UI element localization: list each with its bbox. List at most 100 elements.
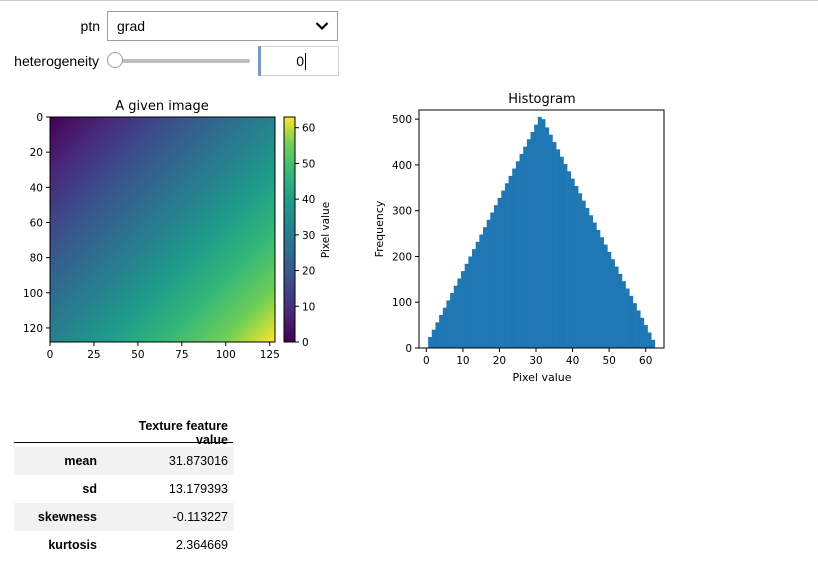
histogram-title: Histogram: [508, 92, 575, 107]
histogram-bar: [610, 259, 615, 348]
image-x-tick-label: 125: [260, 349, 280, 361]
row-name: mean: [14, 447, 107, 475]
histogram-bar: [442, 307, 447, 348]
table-header-rule: [14, 442, 233, 443]
input-focus-indicator: [258, 46, 261, 76]
histogram-bar: [607, 251, 612, 348]
histogram-bar: [567, 171, 572, 348]
histogram-bar: [519, 153, 524, 348]
histogram-y-tick-label: 100: [392, 297, 412, 309]
histogram-bar: [475, 241, 480, 348]
histogram-bar: [570, 178, 575, 348]
table-row: skewness -0.113227: [14, 503, 234, 531]
histogram-ylabel: Frequency: [373, 200, 386, 257]
histogram-bar: [541, 119, 546, 349]
table-row: mean 31.873016: [14, 447, 234, 475]
row-name: kurtosis: [48, 538, 97, 552]
histogram-x-tick-label: 20: [493, 355, 506, 367]
table-row: sd 13.179393: [14, 475, 234, 503]
histogram-bar: [515, 161, 520, 348]
image-x-tick-label: 0: [47, 349, 54, 361]
histogram-bar: [574, 185, 579, 348]
heterogeneity-input[interactable]: 0: [258, 46, 339, 76]
histogram-bar: [497, 197, 502, 348]
heterogeneity-label: heterogeneity: [14, 53, 99, 69]
texture-feature-table: Texture feature value mean 31.873016 sd …: [14, 419, 234, 559]
histogram-bar: [450, 293, 455, 348]
histogram-bar: [581, 200, 586, 348]
histogram-y-tick-label: 0: [405, 343, 412, 355]
histogram-bar: [486, 219, 491, 348]
histogram-x-tick-label: 30: [529, 355, 542, 367]
image-y-tick-label: 80: [30, 253, 43, 265]
histogram-xlabel: Pixel value: [513, 371, 572, 384]
colorbar-tick-label: 40: [302, 194, 315, 206]
histogram-bar: [435, 322, 440, 348]
histogram-x-tick-label: 50: [602, 355, 615, 367]
histogram-bar: [625, 288, 630, 348]
histogram-bar: [548, 134, 553, 348]
image-y-tick-label: 100: [23, 288, 43, 300]
row-value: 13.179393: [168, 482, 228, 496]
histogram-bar: [592, 222, 597, 348]
histogram-bar: [457, 278, 462, 348]
ptn-selected-value: grad: [117, 18, 146, 34]
heterogeneity-slider-track[interactable]: [117, 59, 250, 63]
colorbar-tick-label: 50: [302, 158, 315, 170]
histogram-bar: [647, 332, 652, 348]
histogram-bar: [523, 146, 528, 348]
colorbar-tick-label: 30: [302, 230, 315, 242]
histogram-bar: [472, 249, 476, 348]
histogram-bar: [636, 310, 641, 348]
image-x-tick-label: 75: [175, 349, 188, 361]
image-plot: A given image 0 25 50 75 100 125 0 20 40 60 80 100…: [23, 99, 332, 361]
image-y-tick-label: 20: [30, 147, 43, 159]
image-y-tick-label: 120: [23, 323, 43, 335]
image-heatmap: [50, 117, 275, 342]
heterogeneity-input-value: 0: [296, 53, 304, 69]
histogram-x-tick-label: 40: [566, 355, 579, 367]
histogram-bar: [537, 116, 542, 348]
image-x-tick-label: 25: [87, 349, 100, 361]
histogram-y-tick-label: 300: [392, 206, 412, 218]
histogram-bar: [589, 215, 593, 348]
row-value: 31.873016: [107, 447, 234, 475]
histogram-bar: [482, 227, 487, 348]
histogram-bar: [600, 237, 604, 348]
histogram-bar: [490, 212, 495, 348]
image-x-tick-label: 50: [131, 349, 144, 361]
image-y-tick-label: 60: [30, 217, 43, 229]
ptn-dropdown[interactable]: grad: [107, 11, 338, 41]
histogram-bar: [464, 263, 469, 348]
histogram-bar: [651, 339, 656, 348]
heterogeneity-slider-handle[interactable]: [107, 52, 123, 68]
histogram-bar: [530, 131, 535, 348]
histogram-y-tick-label: 400: [392, 160, 412, 172]
top-divider: [0, 0, 818, 1]
histogram-bar: [504, 183, 509, 348]
histogram-bar: [493, 205, 498, 348]
histogram-bar: [643, 325, 648, 348]
image-y-tick-label: 0: [36, 112, 43, 124]
ptn-label: ptn: [80, 18, 100, 34]
histogram-bar: [621, 281, 626, 348]
histogram-bar: [618, 273, 623, 348]
histogram-bar: [640, 317, 645, 348]
histogram-bar: [563, 164, 568, 348]
histogram-bar: [439, 315, 444, 348]
image-plot-title: A given image: [115, 99, 208, 114]
chevron-down-icon: [315, 22, 329, 31]
histogram-bar: [453, 285, 458, 348]
histogram-bar: [428, 337, 433, 348]
image-x-tick-label: 100: [216, 349, 236, 361]
histogram-frame: [418, 109, 665, 349]
histogram-y-tick-label: 500: [392, 114, 412, 126]
histogram-bar: [512, 168, 517, 348]
histogram-bar: [468, 256, 473, 348]
histogram-bar: [632, 303, 637, 348]
histogram-bar: [614, 266, 619, 348]
histogram-bar: [552, 142, 557, 348]
colorbar-tick-label: 60: [302, 123, 315, 135]
image-y-tick-label: 40: [30, 182, 43, 194]
histogram-chart: Histogram 0 10 20 30 40 50 60 0 100 200 300 400 500…: [373, 92, 665, 384]
